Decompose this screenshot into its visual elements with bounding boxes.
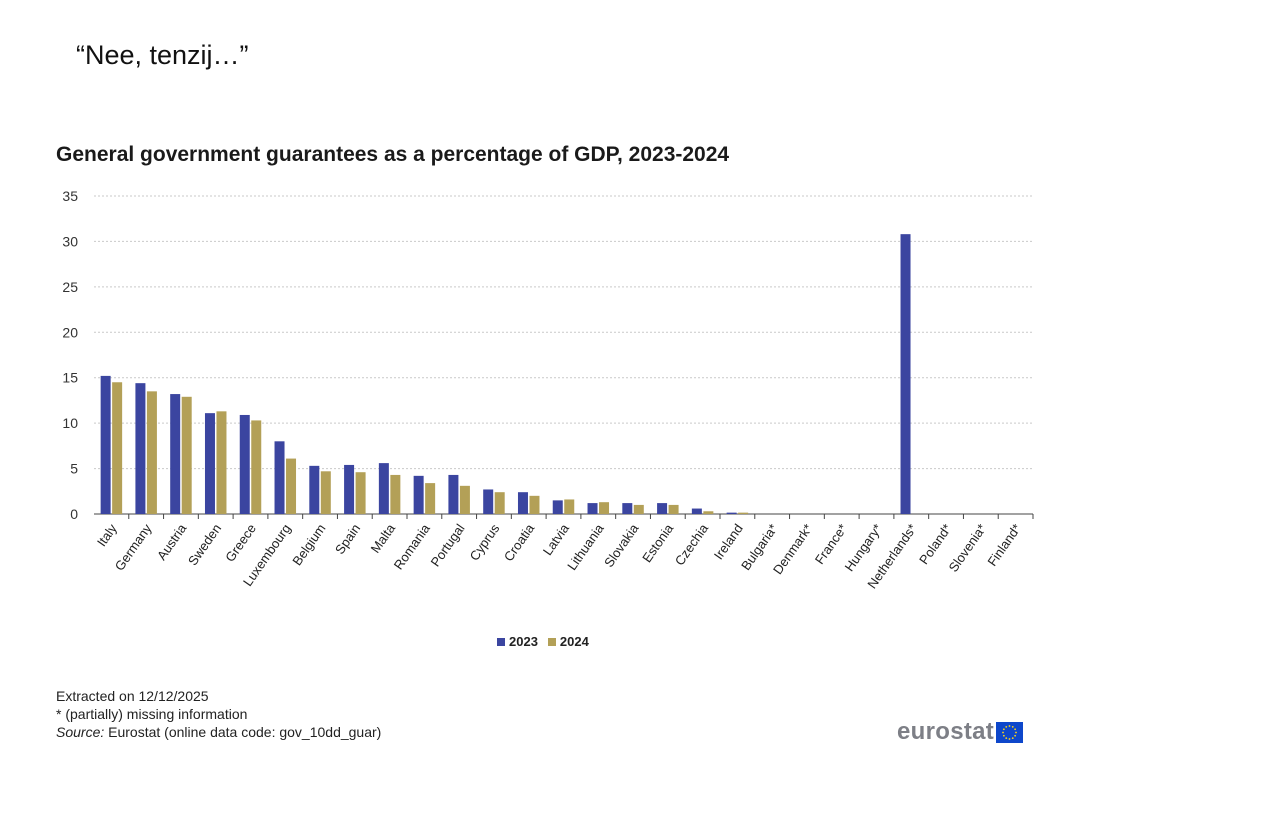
bar-2023-netherlands — [900, 234, 911, 514]
bar-2023-germany — [135, 383, 146, 514]
missing-note: * (partially) missing information — [56, 706, 248, 722]
y-tick-label-15: 15 — [62, 370, 78, 386]
bar-2024-romania — [425, 483, 436, 514]
bar-2023-lithuania — [587, 503, 598, 514]
y-tick-label-30: 30 — [62, 233, 78, 249]
eu-flag-icon — [996, 721, 1024, 743]
source-text: Eurostat (online data code: gov_10dd_gua… — [104, 724, 382, 740]
bar-2024-austria — [181, 396, 192, 514]
eurostat-logo-text: eurostat — [897, 718, 995, 745]
bar-2024-belgium — [320, 471, 331, 514]
bar-2023-cyprus — [483, 489, 494, 514]
x-tick-label-13: Latvia — [540, 520, 573, 558]
x-tick-label-2: Austria — [154, 520, 190, 562]
x-tick-label-14: Lithuania — [564, 520, 607, 572]
bar-2023-luxembourg — [274, 441, 285, 514]
bar-2023-croatia — [517, 492, 528, 514]
extracted-date: Extracted on 12/12/2025 — [56, 688, 209, 704]
bar-2024-lithuania — [599, 502, 610, 514]
bar-2023-greece — [239, 414, 250, 514]
legend-swatch-2023 — [497, 637, 505, 646]
bar-2023-latvia — [552, 500, 563, 514]
bar-2024-estonia — [668, 504, 679, 514]
bar-2024-sweden — [216, 411, 227, 514]
bar-2023-spain — [344, 464, 355, 514]
y-tick-label-20: 20 — [62, 324, 78, 340]
bar-2024-latvia — [564, 499, 575, 514]
x-tick-label-10: Portugal — [428, 521, 468, 569]
bar-2023-portugal — [448, 474, 459, 514]
legend-item-2023: 2023 — [497, 634, 538, 649]
y-tick-label-5: 5 — [70, 461, 78, 477]
bar-2024-germany — [146, 391, 157, 514]
source-label: Source: — [56, 724, 105, 740]
bar-2023-italy — [100, 375, 111, 514]
bar-2023-belgium — [309, 465, 320, 514]
x-tick-label-18: Ireland — [711, 521, 746, 562]
chart-legend: 2023 2024 — [497, 634, 589, 649]
legend-label-2024: 2024 — [559, 634, 589, 649]
footnotes: Extracted on 12/12/2025 * (partially) mi… — [56, 687, 381, 741]
x-tick-label-17: Czechia — [672, 520, 712, 568]
legend-label-2023: 2023 — [509, 634, 538, 649]
bar-2023-ireland — [726, 512, 737, 514]
y-tick-label-10: 10 — [62, 415, 78, 431]
x-tick-label-12: Croatia — [501, 520, 538, 564]
legend-item-2024: 2024 — [547, 634, 589, 649]
x-tick-label-11: Cyprus — [466, 521, 502, 564]
bar-2023-austria — [170, 394, 181, 514]
bar-2023-czechia — [691, 508, 702, 514]
bar-2024-malta — [390, 474, 401, 514]
x-tick-label-0: Italy — [94, 521, 120, 550]
slide-quote: “Nee, tenzij…” — [76, 40, 249, 70]
eurostat-logo: eurostat — [897, 718, 1024, 746]
bar-2023-sweden — [204, 413, 215, 514]
bar-2024-czechia — [703, 511, 714, 514]
y-tick-label-35: 35 — [62, 188, 78, 204]
x-tick-label-7: Spain — [332, 521, 363, 557]
x-tick-label-8: Malta — [368, 520, 399, 555]
chart-title: General government guarantees as a perce… — [56, 143, 730, 166]
bar-2024-cyprus — [494, 492, 505, 514]
bar-2024-greece — [251, 420, 262, 514]
bar-2024-italy — [112, 382, 123, 514]
legend-swatch-2024 — [547, 637, 556, 646]
x-tick-label-16: Estonia — [639, 520, 677, 565]
bar-2024-ireland — [738, 512, 749, 514]
x-tick-label-26: Finland* — [984, 521, 1024, 569]
x-tick-label-3: Sweden — [185, 521, 224, 568]
source-note: Source: Eurostat (online data code: gov_… — [56, 723, 381, 741]
bar-2024-croatia — [529, 495, 540, 514]
bar-2023-malta — [378, 463, 389, 514]
bar-2023-estonia — [657, 503, 668, 514]
x-tick-label-6: Belgium — [289, 521, 328, 568]
bar-2023-slovakia — [622, 503, 633, 514]
bar-2024-slovakia — [633, 504, 644, 514]
y-tick-label-25: 25 — [62, 279, 78, 295]
x-tick-label-9: Romania — [391, 520, 434, 572]
x-tick-label-15: Slovakia — [601, 520, 642, 569]
bar-2024-portugal — [459, 485, 470, 514]
y-tick-label-0: 0 — [70, 506, 78, 522]
bar-2024-luxembourg — [286, 458, 297, 514]
bar-2024-spain — [355, 472, 366, 514]
bar-2023-romania — [413, 475, 424, 514]
x-tick-label-4: Greece — [222, 521, 259, 565]
